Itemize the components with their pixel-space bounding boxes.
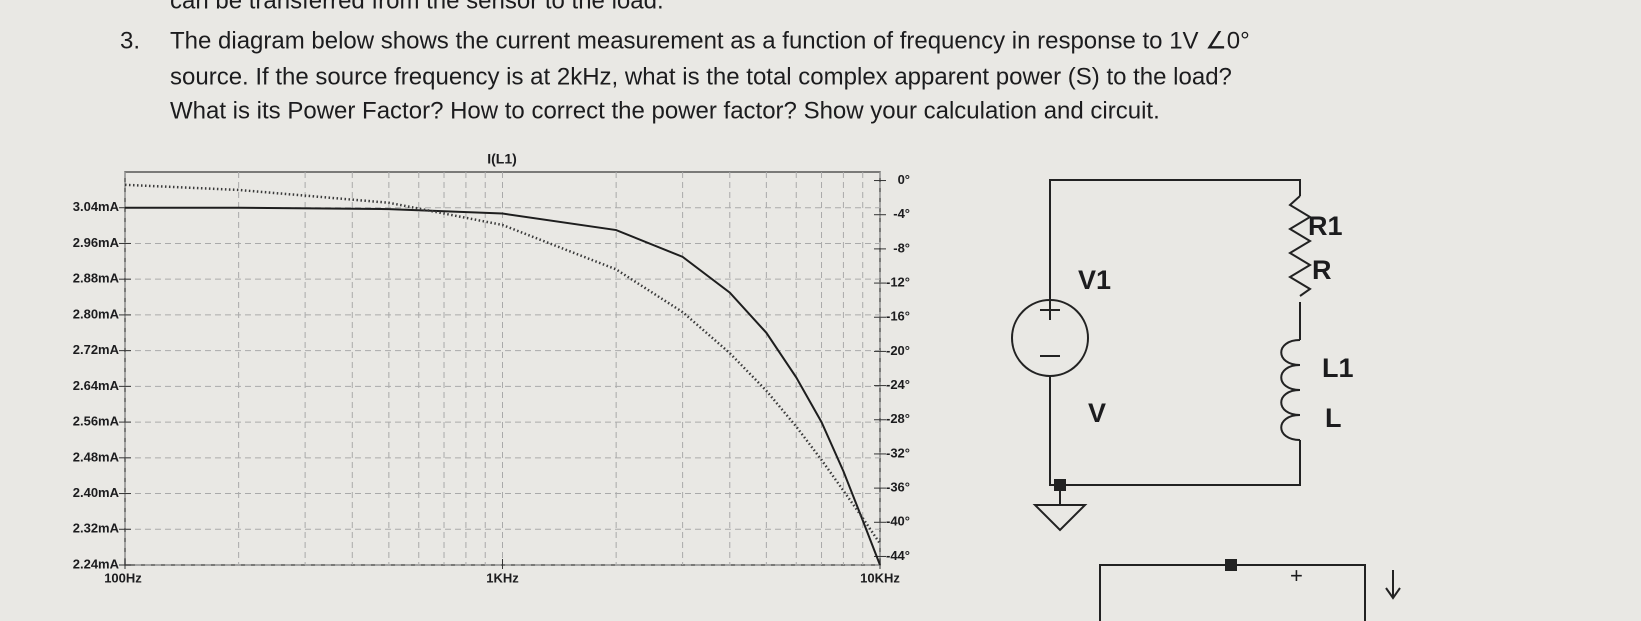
x-tick-label: 1KHz: [486, 570, 519, 585]
data-line: [125, 206, 881, 566]
source-value: V: [1088, 398, 1106, 428]
header-fragment: can be transferred from the sensor to th…: [170, 0, 664, 14]
y-tick-label: 2.40mA: [73, 485, 120, 500]
y2-tick-label: -40°: [886, 514, 910, 529]
arrow: [1385, 570, 1401, 600]
y2-tick-label: -4°: [893, 206, 910, 221]
y2-tick-label: -36°: [886, 480, 910, 495]
y2-tick-label: -44°: [886, 548, 910, 563]
chart: 100Hz 1KHz 10KHz 2.24mA 2.32mA 2.40mA 2.48mA 2.…: [73, 172, 910, 585]
chart-title: I(L1): [487, 151, 517, 167]
inductor: [1280, 339, 1301, 441]
source-name: V1: [1078, 265, 1111, 295]
resistor: [1288, 195, 1312, 297]
plus-sign: +: [1290, 563, 1303, 588]
x-tick-label: 10KHz: [860, 570, 900, 585]
y-tick-label: 2.48mA: [73, 449, 120, 464]
y-tick-label: 2.88mA: [73, 271, 120, 286]
y2-tick-label: -28°: [886, 411, 910, 426]
partial-component: [1099, 564, 1366, 621]
y2-tick-label: -12°: [886, 275, 910, 290]
question-line: What is its Power Factor? How to correct…: [170, 97, 1160, 124]
node: [1225, 559, 1237, 571]
question-number: 3.: [120, 27, 140, 54]
x-tick-label: 100Hz: [104, 570, 142, 585]
y-tick-label: 2.96mA: [73, 235, 120, 250]
ground: [1032, 485, 1088, 532]
resistor-name: R1: [1308, 211, 1343, 241]
circuit: V1 V R1 R L1 L +: [1011, 179, 1401, 621]
y2-tick-label: -8°: [893, 240, 910, 255]
resistor-value: R: [1312, 255, 1332, 285]
data-line: [124, 183, 882, 545]
y-tick-label: 2.80mA: [73, 306, 120, 321]
y-tick-label: 2.24mA: [73, 556, 120, 571]
y2-tick-label: 0°: [898, 172, 910, 187]
inductor-name: L1: [1322, 353, 1354, 383]
polarity-signs: [1040, 300, 1060, 357]
y2-tick-label: -24°: [886, 377, 910, 392]
y2-tick-label: -16°: [886, 309, 910, 324]
y-tick-label: 3.04mA: [73, 199, 120, 214]
question-line: The diagram below shows the current meas…: [170, 27, 1250, 54]
y2-tick-label: -32°: [886, 445, 910, 460]
y2-tick-label: -20°: [886, 343, 910, 358]
y-tick-label: 2.72mA: [73, 342, 120, 357]
inductor-value: L: [1325, 403, 1342, 433]
y-tick-label: 2.32mA: [73, 521, 120, 536]
wire: [1049, 179, 1301, 486]
question-line: source. If the source frequency is at 2k…: [170, 63, 1232, 90]
y-tick-label: 2.56mA: [73, 414, 120, 429]
y-tick-label: 2.64mA: [73, 378, 120, 393]
